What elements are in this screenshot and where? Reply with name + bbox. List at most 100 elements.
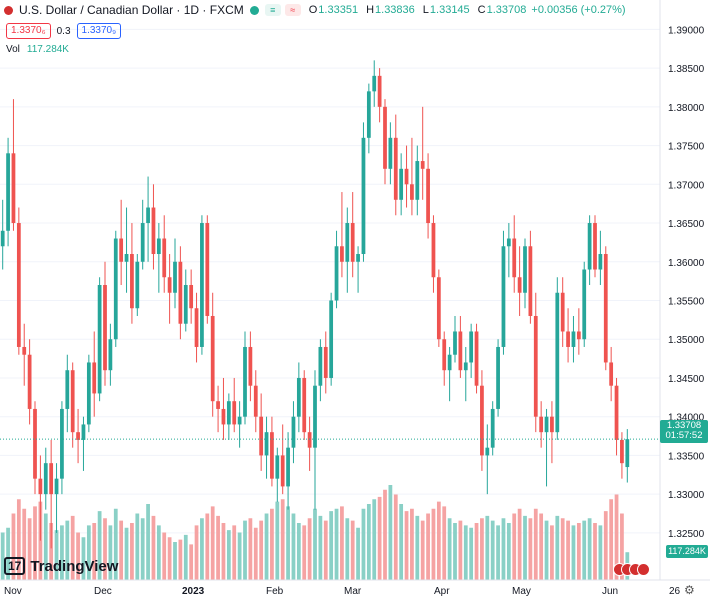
volume-bar	[474, 523, 479, 580]
volume-bar	[539, 513, 544, 580]
candle-body	[598, 254, 603, 270]
candle-body	[275, 455, 280, 479]
spread-value: 0.3	[56, 25, 71, 37]
volume-bar	[560, 518, 565, 580]
candle-body	[286, 447, 290, 487]
low-label: L	[422, 4, 429, 16]
candle-body	[560, 292, 565, 332]
candle-body	[108, 339, 113, 371]
volume-bar	[345, 518, 350, 580]
economic-events[interactable]	[613, 563, 650, 576]
volume-bar	[97, 511, 102, 580]
current-price-value: 1.33708	[666, 420, 702, 431]
candle-body	[216, 401, 220, 409]
candle-body	[259, 416, 264, 456]
buy-button[interactable]: 1.3370₉	[76, 23, 122, 39]
volume-bar	[270, 508, 274, 580]
price-axis[interactable]: 1.39000 1.38500 1.38000 1.37500 1.37000 1.365…	[668, 25, 705, 540]
candle-body	[92, 362, 97, 394]
volume-bar	[323, 520, 328, 580]
volume-label[interactable]: Vol	[6, 44, 20, 55]
candle-body	[54, 478, 59, 495]
volume-bar	[92, 523, 97, 580]
volume-bar	[33, 506, 37, 580]
volume-bar	[372, 499, 377, 580]
volume-bar	[415, 515, 420, 580]
candle-body	[264, 432, 269, 456]
volume-bar	[566, 520, 570, 580]
candle-body	[205, 223, 210, 316]
volume-bar	[119, 520, 124, 580]
candle-body	[270, 432, 274, 479]
candle-body	[183, 285, 188, 324]
candle-body	[124, 254, 129, 262]
volume-histogram	[0, 485, 630, 580]
candle-body	[399, 168, 404, 200]
event-flag-icon[interactable]	[637, 563, 650, 576]
volume-bar	[86, 525, 91, 580]
candle-body	[415, 161, 420, 200]
tradingview-wordmark: TradingView	[30, 557, 119, 575]
chart-mode-icon[interactable]: ≡	[264, 4, 281, 16]
candle-body	[442, 339, 447, 371]
volume-bar	[528, 518, 533, 580]
candle-body	[146, 207, 150, 224]
volume-value: 117.284K	[26, 44, 69, 55]
candle-body	[528, 246, 533, 316]
time-axis-label: Mar	[344, 586, 362, 597]
volume-bar	[463, 525, 468, 580]
candle-body	[340, 246, 344, 262]
compare-mode-icon[interactable]: ≈	[284, 4, 301, 16]
volume-bar	[146, 504, 150, 580]
volume-tag: 117.284K	[666, 545, 708, 558]
candle-body	[27, 354, 32, 409]
candle-body	[22, 346, 27, 355]
volume-bar	[485, 515, 490, 580]
volume-bar	[442, 506, 447, 580]
candle-body	[6, 153, 10, 231]
volume-bar	[404, 511, 409, 580]
volume-bar	[189, 544, 194, 580]
candle-body	[404, 168, 409, 185]
volume-bar	[286, 506, 290, 580]
candle-body	[49, 463, 54, 495]
candle-body	[302, 377, 307, 433]
candle-body	[194, 308, 199, 347]
volume-bar	[598, 525, 603, 580]
tradingview-mark-icon: 17	[4, 557, 26, 575]
symbol-title[interactable]: U.S. Dollar / Canadian Dollar · 1D · FXC…	[19, 3, 244, 17]
settings-gear-icon[interactable]: ⚙	[684, 583, 695, 597]
volume-bar	[447, 518, 452, 580]
candle-body	[280, 455, 285, 487]
volume-bar	[103, 518, 107, 580]
candle-body	[65, 370, 70, 409]
time-axis[interactable]: Nov Dec 2023 Feb Mar Apr May Jun 26	[4, 586, 681, 597]
candle-body	[189, 285, 194, 309]
volume-bar	[38, 501, 43, 580]
candle-body	[318, 346, 323, 386]
volume-bar	[167, 537, 172, 580]
volume-bar	[183, 534, 188, 580]
candle-body	[291, 416, 296, 448]
candle-body	[60, 408, 64, 479]
volume-bar	[593, 523, 597, 580]
candle-body	[226, 401, 231, 425]
candle-body	[426, 168, 430, 224]
volume-bar	[458, 520, 463, 580]
volume-bar	[410, 508, 414, 580]
volume-bar	[226, 530, 231, 580]
tradingview-logo[interactable]: 17 TradingView	[4, 557, 118, 575]
volume-bar	[108, 525, 113, 580]
volume-bar	[544, 520, 549, 580]
volume-bar	[388, 485, 393, 580]
candle-body	[431, 223, 436, 278]
sell-button[interactable]: 1.3370₆	[6, 23, 51, 39]
candle-body	[296, 377, 301, 417]
volume-bar	[130, 523, 134, 580]
volume-bar	[243, 520, 247, 580]
volume-bar	[587, 518, 592, 580]
volume-bar	[340, 506, 344, 580]
volume-bar	[194, 525, 199, 580]
candle-body	[356, 254, 360, 262]
